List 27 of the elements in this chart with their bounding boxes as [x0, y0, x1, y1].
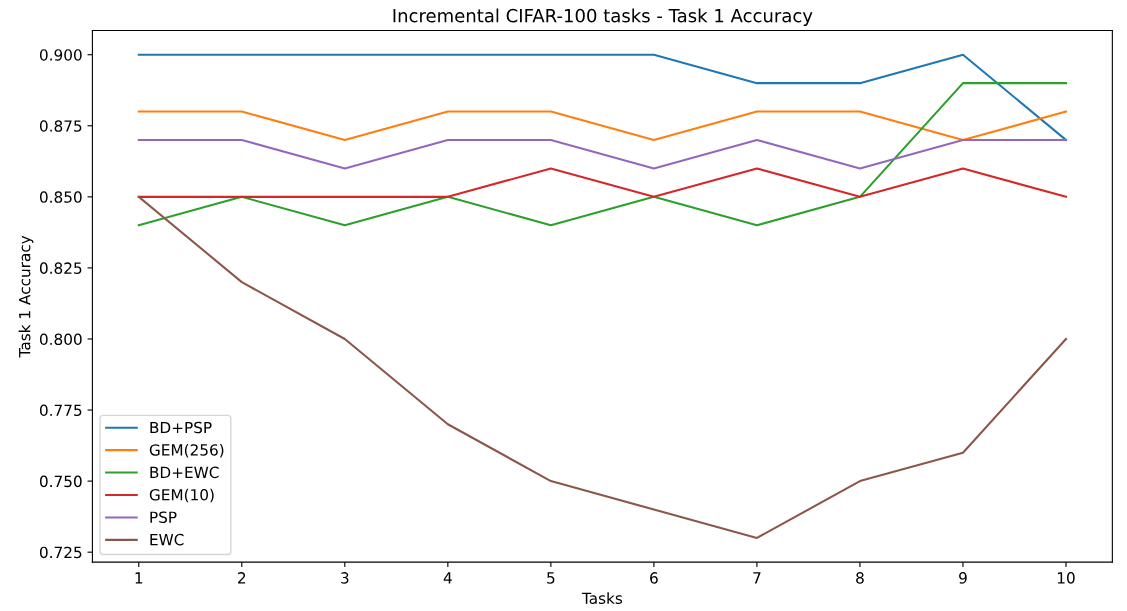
x-tick-label: 8	[856, 572, 864, 584]
x-tick-label: 2	[238, 572, 246, 584]
x-tick-label: 7	[753, 572, 761, 584]
x-tick-label: 4	[443, 572, 452, 584]
y-tick-label: 0.850	[39, 191, 82, 203]
y-tick-label: 0.725	[39, 546, 82, 559]
x-axis-title: Tasks	[581, 592, 623, 605]
legend-label: GEM(10)	[149, 488, 214, 503]
legend-label: EWC	[150, 533, 184, 546]
x-tick-label: 1	[135, 572, 143, 584]
y-tick-label: 0.775	[39, 404, 82, 417]
y-axis-title: Task 1 Accuracy	[18, 235, 34, 358]
y-tick-label: 0.875	[39, 120, 82, 132]
legend-label: PSP	[150, 511, 177, 523]
legend-label: BD+PSP	[150, 421, 212, 434]
legend-label: BD+EWC	[150, 466, 219, 479]
x-tick-label: 5	[547, 572, 555, 584]
x-tick-label: 3	[341, 572, 349, 584]
legend-label: GEM(256)	[149, 443, 224, 458]
y-tick-label: 0.825	[39, 262, 82, 274]
chart-title: Incremental CIFAR-100 tasks - Task 1 Accuracy	[393, 8, 813, 26]
y-tick-label: 0.900	[39, 49, 82, 61]
y-tick-label: 0.750	[39, 475, 82, 488]
x-tick-label: 10	[1057, 572, 1075, 584]
y-tick-label: 0.800	[39, 333, 82, 345]
x-tick-label: 9	[959, 572, 967, 584]
x-tick-label: 6	[650, 572, 658, 584]
